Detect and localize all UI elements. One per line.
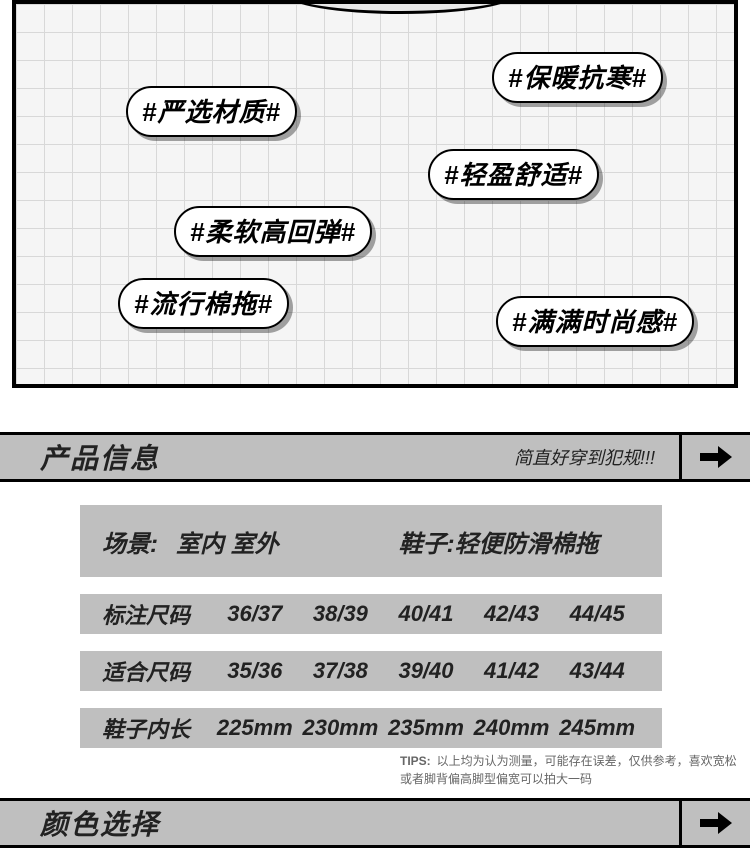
color-select-header: 颜色选择 bbox=[0, 798, 750, 848]
size-cell: 40/41 bbox=[383, 601, 469, 627]
feature-tag: #柔软高回弹# bbox=[174, 206, 372, 257]
size-cell: 42/43 bbox=[469, 601, 555, 627]
scene-value: 室内 室外 bbox=[176, 524, 279, 559]
section-title-box: 产品信息 简直好穿到犯规!!! bbox=[0, 435, 682, 479]
section-title-box: 颜色选择 bbox=[0, 801, 682, 845]
arrow-right-icon bbox=[700, 444, 732, 470]
size-cell: 38/39 bbox=[298, 601, 384, 627]
feature-tag: #满满时尚感# bbox=[496, 296, 694, 347]
size-row-label: 鞋子内长 bbox=[102, 712, 212, 744]
section-subtitle: 简直好穿到犯规!!! bbox=[514, 444, 655, 470]
size-cell: 43/44 bbox=[554, 658, 640, 684]
size-cell: 35/36 bbox=[212, 658, 298, 684]
feature-tag: #严选材质# bbox=[126, 86, 297, 137]
product-info-block: 场景: 室内 室外 鞋子: 轻便防滑棉拖 bbox=[80, 505, 662, 577]
arrow-right-icon bbox=[700, 810, 732, 836]
section-title: 颜色选择 bbox=[40, 803, 160, 843]
section-title: 产品信息 bbox=[40, 437, 160, 477]
tips-note: TIPS:以上均为认为测量，可能存在误差，仅供参考，喜欢宽松或者脚背偏高脚型偏宽… bbox=[400, 752, 740, 788]
shoe-label: 鞋子: bbox=[399, 524, 455, 559]
size-cell: 36/37 bbox=[212, 601, 298, 627]
size-row-label: 适合尺码 bbox=[102, 655, 212, 687]
feature-tag: #流行棉拖# bbox=[118, 278, 289, 329]
size-cell: 225mm bbox=[212, 715, 298, 741]
tips-text: 以上均为认为测量，可能存在误差，仅供参考，喜欢宽松或者脚背偏高脚型偏宽可以拍大一… bbox=[400, 754, 737, 786]
size-row: 标注尺码36/3738/3940/4142/4344/45 bbox=[80, 594, 662, 634]
size-cell: 39/40 bbox=[383, 658, 469, 684]
product-ellipse-shadow bbox=[286, 0, 516, 14]
shoe-value: 轻便防滑棉拖 bbox=[455, 524, 599, 559]
tips-label: TIPS: bbox=[400, 754, 431, 768]
size-cell: 240mm bbox=[469, 715, 555, 741]
size-row: 适合尺码35/3637/3839/4041/4243/44 bbox=[80, 651, 662, 691]
size-cell: 235mm bbox=[383, 715, 469, 741]
size-row: 鞋子内长225mm230mm235mm240mm245mm bbox=[80, 708, 662, 748]
section-arrow bbox=[682, 435, 750, 479]
product-info-header: 产品信息 简直好穿到犯规!!! bbox=[0, 432, 750, 482]
size-row-label: 标注尺码 bbox=[102, 598, 212, 630]
size-cell: 37/38 bbox=[298, 658, 384, 684]
feature-tag: #轻盈舒适# bbox=[428, 149, 599, 200]
size-cell: 44/45 bbox=[554, 601, 640, 627]
scene-row: 场景: 室内 室外 鞋子: 轻便防滑棉拖 bbox=[80, 505, 662, 577]
feature-tags-panel: #保暖抗寒# #严选材质# #轻盈舒适# #柔软高回弹# #流行棉拖# #满满时尚感# bbox=[12, 0, 738, 388]
feature-tag: #保暖抗寒# bbox=[492, 52, 663, 103]
size-cell: 245mm bbox=[554, 715, 640, 741]
size-cell: 41/42 bbox=[469, 658, 555, 684]
section-arrow bbox=[682, 801, 750, 845]
scene-label: 场景: bbox=[102, 524, 158, 559]
size-cell: 230mm bbox=[298, 715, 384, 741]
